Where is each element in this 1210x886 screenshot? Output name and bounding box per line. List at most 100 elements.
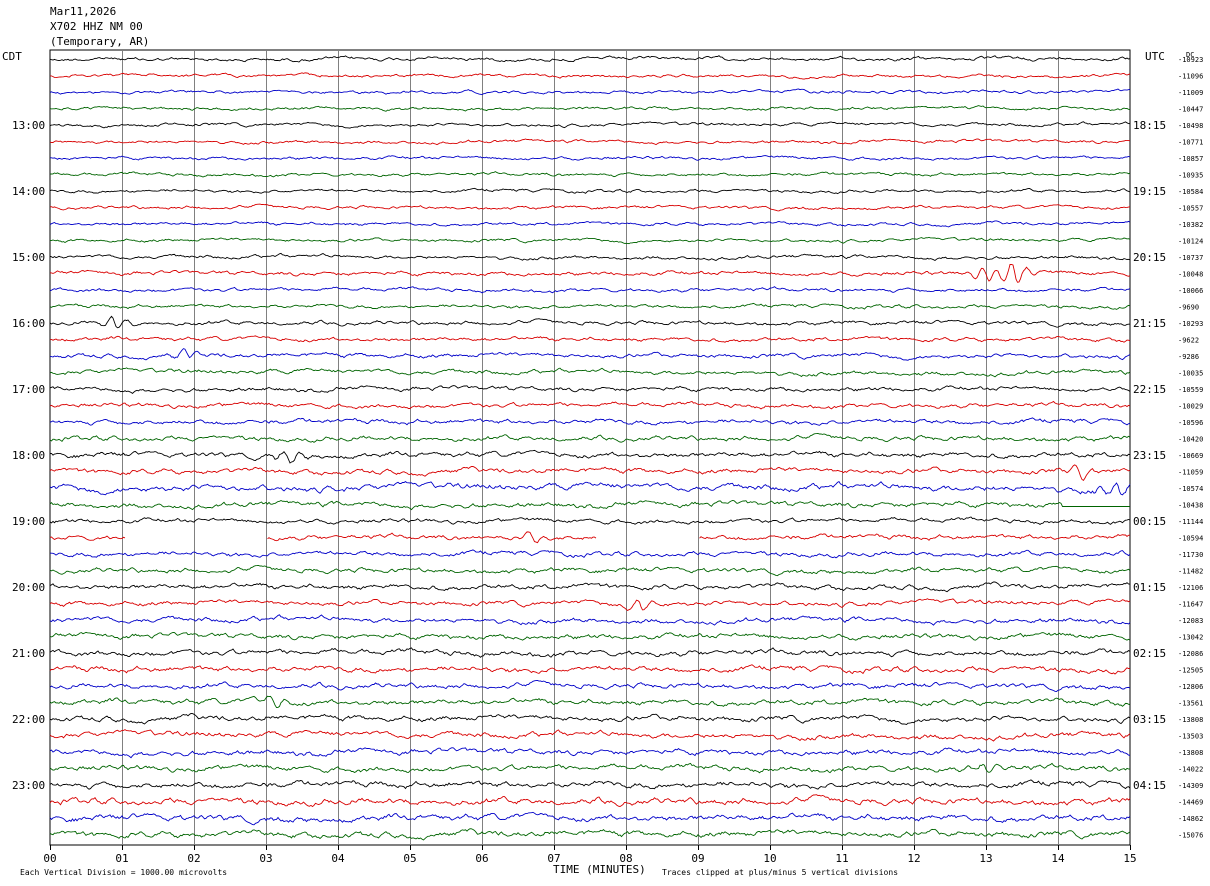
dc-offset-label: -13808 <box>1178 716 1203 724</box>
hour-label-right: 01:15 <box>1133 581 1166 594</box>
dc-offset-label: -10669 <box>1178 452 1203 460</box>
seismic-trace <box>49 794 1131 808</box>
dc-offset-label: -11730 <box>1178 551 1203 559</box>
dc-offset-label: -12806 <box>1178 683 1203 691</box>
seismic-trace <box>49 187 1131 195</box>
hour-label-right: 20:15 <box>1133 251 1166 264</box>
dc-offset-label: -10574 <box>1178 485 1203 493</box>
seismic-trace <box>49 564 1131 577</box>
seismic-trace <box>49 236 1131 245</box>
seismic-trace <box>49 400 1131 410</box>
seismic-trace <box>49 549 1131 559</box>
seismic-trace <box>50 72 1131 80</box>
seismic-trace <box>49 417 1131 426</box>
left-timezone-label: CDT <box>2 50 22 63</box>
hour-label-left: 19:00 <box>12 515 45 528</box>
seismic-trace <box>49 264 1131 283</box>
dc-offset-label: -12505 <box>1178 667 1203 675</box>
dc-offset-label: -11009 <box>1178 89 1203 97</box>
seismic-trace <box>49 680 1131 692</box>
seismic-trace <box>49 449 1131 464</box>
seismic-trace <box>49 762 1131 774</box>
x-tick-label: 08 <box>619 852 632 865</box>
seismic-trace <box>49 811 1131 826</box>
header-date: Mar11,2026 <box>50 5 117 18</box>
dc-offset-label: -13503 <box>1178 733 1203 741</box>
hour-label-left: 21:00 <box>12 647 45 660</box>
x-tick-label: 11 <box>835 852 848 865</box>
x-tick-label: 07 <box>547 852 560 865</box>
dc-offset-label: -13042 <box>1178 634 1203 642</box>
dc-offset-label: -14469 <box>1178 799 1203 807</box>
seismic-trace <box>49 252 1131 262</box>
hour-label-right: 02:15 <box>1133 647 1166 660</box>
seismic-trace <box>49 432 1131 443</box>
seismic-trace <box>49 302 1131 310</box>
plot-frame <box>49 49 1131 846</box>
seismic-trace <box>49 105 1131 112</box>
dc-offset-label: -10438 <box>1178 502 1203 510</box>
seismic-trace <box>49 203 1131 212</box>
dc-offset-label: -10498 <box>1178 122 1203 130</box>
hour-label-left: 14:00 <box>12 185 45 198</box>
seismic-trace <box>49 695 1131 708</box>
hour-label-left: 20:00 <box>12 581 45 594</box>
dc-offset-label: -10857 <box>1178 155 1203 163</box>
x-tick-label: 03 <box>259 852 272 865</box>
dc-offset-label: -10923 <box>1178 56 1203 64</box>
seismic-trace <box>49 499 1130 511</box>
dc-offset-label: -11144 <box>1178 518 1203 526</box>
dc-offset-label: -15076 <box>1178 832 1203 840</box>
seismic-trace <box>49 581 1131 593</box>
hour-label-right: 03:15 <box>1133 713 1166 726</box>
seismic-trace <box>49 385 1131 394</box>
header-station: X702 HHZ NM 00 <box>50 20 143 33</box>
dc-offset-label: -10293 <box>1178 320 1203 328</box>
seismic-trace <box>49 631 1131 641</box>
seismic-trace <box>49 315 1131 329</box>
x-tick-label: 15 <box>1123 852 1136 865</box>
x-tick-label: 01 <box>115 852 128 865</box>
dc-offset-label: -9622 <box>1178 337 1199 345</box>
dc-offset-label: -13561 <box>1178 700 1203 708</box>
seismic-trace <box>50 348 1131 361</box>
hour-label-left: 15:00 <box>12 251 45 264</box>
dc-offset-label: -10029 <box>1178 403 1203 411</box>
hour-label-right: 00:15 <box>1133 515 1166 528</box>
dc-offset-label: -10124 <box>1178 238 1203 246</box>
seismic-trace <box>49 481 1131 496</box>
seismic-trace <box>49 516 1131 525</box>
x-tick-label: 00 <box>43 852 56 865</box>
hour-label-left: 18:00 <box>12 449 45 462</box>
seismic-trace <box>49 614 1131 626</box>
x-axis-title: TIME (MINUTES) <box>553 863 646 876</box>
dc-offset-label: -13808 <box>1178 749 1203 757</box>
header-network: (Temporary, AR) <box>50 35 150 48</box>
dc-offset-label: -10066 <box>1178 287 1203 295</box>
dc-offset-label: -10382 <box>1178 221 1203 229</box>
hour-label-right: 22:15 <box>1133 383 1166 396</box>
seismic-trace <box>49 286 1131 294</box>
dc-offset-label: -12106 <box>1178 584 1203 592</box>
x-tick-label: 02 <box>187 852 200 865</box>
hour-label-left: 22:00 <box>12 713 45 726</box>
seismic-trace <box>49 664 1131 675</box>
seismic-trace <box>49 828 1131 841</box>
dc-offset-label: -14309 <box>1178 782 1203 790</box>
dc-offset-label: -11059 <box>1178 469 1203 477</box>
hour-label-right: 19:15 <box>1133 185 1166 198</box>
seismic-trace <box>49 747 1131 759</box>
x-tick-label: 14 <box>1051 852 1065 865</box>
dc-offset-label: -11096 <box>1178 73 1203 81</box>
seismic-trace <box>49 729 1131 742</box>
dc-offset-label: -11482 <box>1178 568 1203 576</box>
hour-label-right: 04:15 <box>1133 779 1166 792</box>
seismic-trace <box>49 598 1131 612</box>
dc-offset-label: -11647 <box>1178 601 1203 609</box>
seismic-trace <box>49 464 1131 482</box>
hour-label-right: 23:15 <box>1133 449 1166 462</box>
hour-label-left: 23:00 <box>12 779 45 792</box>
footer-right-note: Traces clipped at plus/minus 5 vertical … <box>662 868 899 877</box>
seismic-trace <box>50 155 1131 161</box>
x-tick-label: 06 <box>475 852 488 865</box>
